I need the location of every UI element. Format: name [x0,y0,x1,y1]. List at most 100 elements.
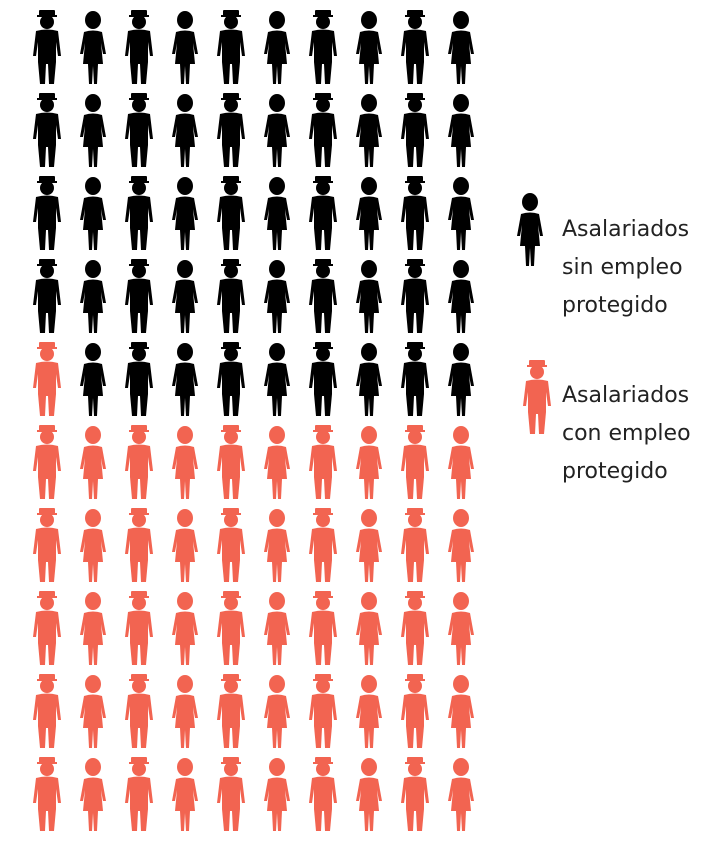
legend-icon [517,193,543,266]
person-icon [217,674,245,748]
person-icon [80,177,106,250]
person-icon [448,94,474,167]
person-icon [172,509,198,582]
person-icon [264,94,290,167]
person-icon [448,592,474,665]
person-icon [309,757,337,831]
person-icon [33,176,61,250]
person-icon [401,176,429,250]
person-icon [448,426,474,499]
person-icon [125,176,153,250]
person-icon [217,342,245,416]
person-icon [80,11,106,84]
person-icon [356,758,382,831]
person-icon [125,757,153,831]
person-icon [309,674,337,748]
person-icon [33,757,61,831]
person-icon [217,508,245,582]
person-icon [80,592,106,665]
person-icon [401,591,429,665]
person-icon [356,94,382,167]
legend-label: Asalariados sin empleo protegido [562,217,690,318]
person-icon [172,94,198,167]
person-icon [172,426,198,499]
person-icon [401,425,429,499]
person-icon [309,10,337,84]
person-icon [356,426,382,499]
person-icon [264,426,290,499]
person-icon [401,259,429,333]
person-icon [125,259,153,333]
person-icon [448,11,474,84]
person-icon [217,10,245,84]
person-icon [356,592,382,665]
person-icon [448,758,474,831]
person-icon [80,260,106,333]
person-icon [448,675,474,748]
person-icon [125,508,153,582]
person-icon [356,11,382,84]
person-icon [309,508,337,582]
person-icon [125,10,153,84]
person-icon [33,674,61,748]
person-icon [401,674,429,748]
person-icon [264,675,290,748]
person-icon [309,591,337,665]
person-icon [172,758,198,831]
person-icon [33,93,61,167]
person-icon [33,425,61,499]
person-icon [309,176,337,250]
person-icon [172,260,198,333]
person-icon [264,592,290,665]
person-icon [172,177,198,250]
person-icon [264,758,290,831]
person-icon [401,342,429,416]
person-icon [309,93,337,167]
person-icon [125,93,153,167]
person-icon [401,508,429,582]
person-icon [80,758,106,831]
person-icon [264,343,290,416]
person-icon [448,509,474,582]
legend-label: Asalariados con empleo protegido [562,383,691,484]
person-icon [33,508,61,582]
person-icon [356,509,382,582]
person-icon [356,675,382,748]
person-icon [217,176,245,250]
person-icon [217,259,245,333]
person-icon [172,11,198,84]
person-icon [264,11,290,84]
person-icon [80,509,106,582]
person-icon [80,675,106,748]
person-icon [172,592,198,665]
person-icon [217,757,245,831]
person-icon [309,342,337,416]
person-icon [356,343,382,416]
person-icon [80,343,106,416]
person-icon [80,426,106,499]
person-icon [264,509,290,582]
person-icon [448,177,474,250]
person-icon [172,675,198,748]
person-icon [125,342,153,416]
person-icon [125,425,153,499]
person-icon [33,259,61,333]
person-icon [172,343,198,416]
person-icon [309,259,337,333]
person-icon [401,757,429,831]
person-icon [33,591,61,665]
person-icon [80,94,106,167]
legend-icon [523,360,551,434]
person-icon [217,425,245,499]
person-icon [356,177,382,250]
person-icon [401,10,429,84]
person-icon [33,342,61,416]
person-icon [33,10,61,84]
person-icon [125,591,153,665]
person-icon [401,93,429,167]
person-icon [217,591,245,665]
person-icon [448,343,474,416]
person-icon [264,260,290,333]
person-icon [448,260,474,333]
